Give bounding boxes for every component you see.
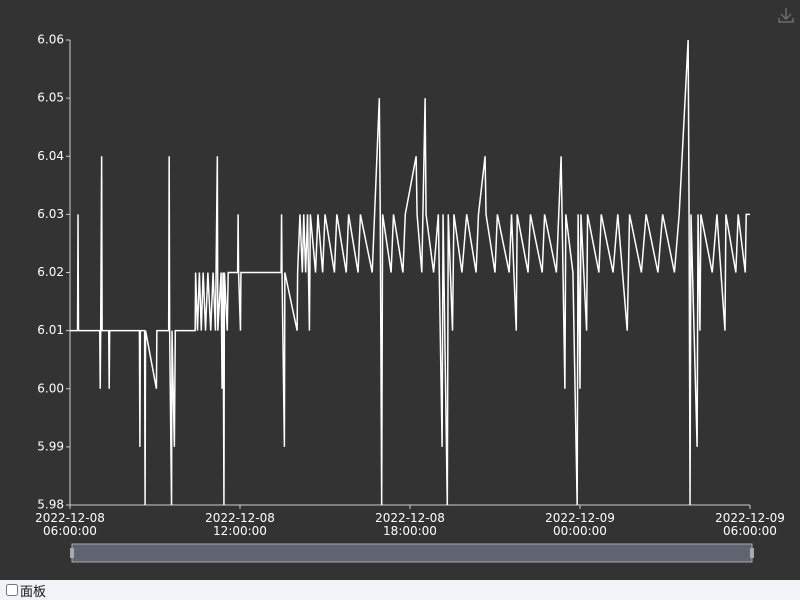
y-tick-label: 6.03 xyxy=(37,207,64,221)
panel-checkbox[interactable] xyxy=(6,584,18,596)
chart: 5.98 5.99 6.00 6.01 6.02 6.03 6.04 6.05 6.06 2022… xyxy=(35,8,794,563)
x-tick-label-line: 2022-12-08 xyxy=(375,511,445,525)
x-tick-label-line: 06:00:00 xyxy=(723,524,777,538)
x-tick-label-line: 12:00:00 xyxy=(213,524,267,538)
y-tick-label: 5.98 xyxy=(37,498,64,512)
zoom-handle[interactable] xyxy=(750,548,754,558)
zoom-handle[interactable] xyxy=(70,548,74,558)
y-tick-label: 6.04 xyxy=(37,149,64,163)
x-tick-label-line: 2022-12-08 xyxy=(35,511,105,525)
x-tick-label: 2022-12-08 18:00:00 xyxy=(375,511,445,538)
x-tick-label-line: 00:00:00 xyxy=(553,524,607,538)
x-tick-label: 2022-12-09 00:00:00 xyxy=(545,511,615,538)
x-tick-label-line: 2022-12-09 xyxy=(545,511,615,525)
panel-bar: 面板 xyxy=(0,580,800,600)
x-tick-label: 2022-12-08 12:00:00 xyxy=(205,511,275,538)
data-line xyxy=(70,39,750,506)
x-tick-label-line: 06:00:00 xyxy=(43,524,97,538)
panel-label: 面板 xyxy=(20,584,47,600)
x-tick-label-line: 2022-12-09 xyxy=(715,511,785,525)
x-tick-label: 2022-12-09 06:00:00 xyxy=(715,511,785,538)
x-tick-label-line: 18:00:00 xyxy=(383,524,437,538)
y-tick-label: 6.06 xyxy=(37,33,64,47)
x-tick-label-line: 2022-12-08 xyxy=(205,511,275,525)
y-tick-label: 6.05 xyxy=(37,91,64,105)
y-tick-label: 5.99 xyxy=(37,439,64,453)
y-tick-label: 6.02 xyxy=(37,265,64,279)
download-icon[interactable] xyxy=(778,8,794,23)
x-tick-label: 2022-12-08 06:00:00 xyxy=(35,511,105,538)
y-tick-label: 6.00 xyxy=(37,381,64,395)
zoom-slider[interactable] xyxy=(71,543,753,563)
y-tick-label: 6.01 xyxy=(37,323,64,337)
